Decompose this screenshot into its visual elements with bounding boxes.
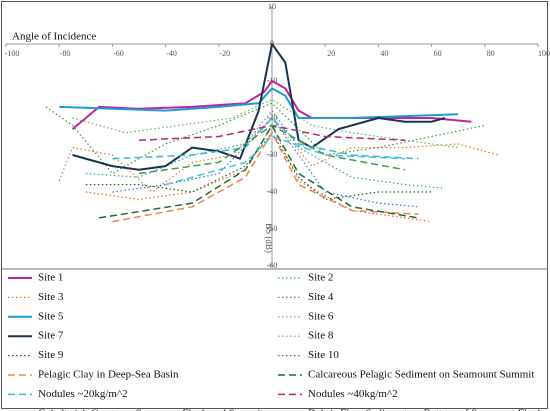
series-line: [72, 98, 459, 149]
legend-label: Site 6: [308, 310, 334, 322]
series-line: [85, 132, 432, 200]
legend-label: Nodules ~40kg/m^2: [308, 388, 398, 400]
x-tick-label: -80: [60, 49, 71, 58]
x-tick-label: 100: [538, 49, 550, 58]
x-tick-label: -20: [219, 49, 230, 58]
legend-label: Site 7: [38, 330, 64, 342]
legend-label: Site 5: [38, 310, 64, 322]
x-tick-label: 80: [487, 49, 495, 58]
x-tick-label: -60: [113, 49, 124, 58]
series-line: [112, 117, 419, 160]
x-tick-label: -40: [166, 49, 177, 58]
series-line: [59, 87, 459, 119]
series-line: [85, 124, 432, 223]
legend-label: Pelagic Clay in Deep-Sea Basin: [38, 369, 179, 381]
series-line: [85, 110, 445, 189]
legend-label: Site 8: [308, 330, 334, 342]
x-axis-title: Angle of Incidence: [12, 31, 96, 43]
x-tick-label: 20: [327, 49, 335, 58]
series-line: [58, 117, 499, 193]
legend-label: Site 3: [38, 291, 64, 303]
legend-label: Nodules ~20kg/m^2: [38, 388, 128, 400]
series-line: [112, 132, 419, 223]
legend-label: Site 2: [308, 272, 333, 284]
y-tick-label: -60: [267, 261, 278, 270]
series-line: [112, 117, 419, 208]
series-line: [72, 43, 446, 171]
x-tick-label: 40: [380, 49, 388, 58]
y-tick-label: -40: [267, 187, 278, 196]
legend-label: Site 9: [38, 349, 64, 361]
legend-label: Site 1: [38, 272, 63, 284]
series-line: [165, 135, 406, 186]
x-tick-label: -100: [5, 49, 20, 58]
legend-label: Calcareous Pelagic Sediment on Seamount …: [308, 369, 534, 381]
legend-label: Site 4: [308, 291, 334, 303]
series-line: [138, 124, 406, 175]
legend-label: Debris Flow Sediment on Bottom of Seamou…: [308, 407, 547, 411]
y-tick-label: -50: [267, 224, 278, 233]
y-tick-label: -30: [267, 150, 278, 159]
y-tick-label: -20: [267, 113, 278, 122]
series-line: [45, 102, 485, 175]
y-axis-title: BS (dB): [264, 223, 274, 253]
legend-label: Cobalt-rich Crusts on Seamount Flank and…: [38, 407, 264, 411]
series-line: [98, 124, 419, 219]
x-tick-label: 60: [434, 49, 442, 58]
legend-label: Site 10: [308, 349, 339, 361]
y-tick-label: 10: [268, 2, 276, 11]
